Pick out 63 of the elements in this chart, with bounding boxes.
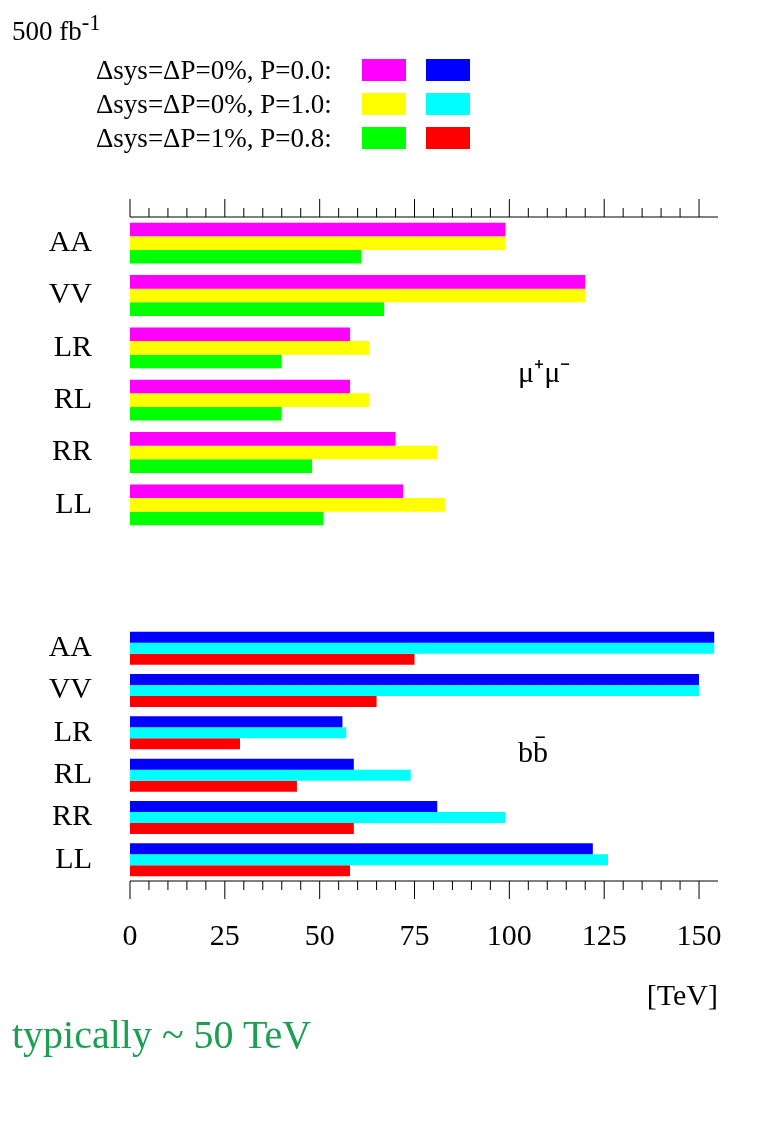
- bar: [130, 432, 396, 446]
- bar: [130, 812, 506, 823]
- bar: [130, 738, 241, 750]
- bar: [130, 696, 377, 708]
- bar: [130, 236, 506, 250]
- bar: [130, 498, 445, 512]
- y-tick-label: RL: [53, 381, 92, 415]
- legend-label: Δsys=ΔP=1%, P=0.8:: [96, 122, 332, 154]
- x-tick-label: 50: [304, 917, 335, 951]
- bar: [130, 406, 282, 421]
- bar: [130, 631, 715, 643]
- bar: [130, 222, 506, 237]
- bar: [130, 653, 415, 665]
- x-axis-title: [TeV]: [646, 977, 718, 1011]
- annotation: μ⁺μ⁻: [518, 354, 571, 388]
- bar: [130, 823, 354, 835]
- bar: [130, 800, 438, 812]
- bar: [130, 780, 297, 792]
- legend-label: Δsys=ΔP=0%, P=1.0:: [96, 88, 332, 120]
- y-tick-label: LL: [55, 485, 92, 519]
- bar: [130, 758, 354, 770]
- text: typically ~ 50 TeV: [11, 1011, 313, 1058]
- bar: [130, 459, 313, 473]
- bar: [130, 445, 438, 460]
- x-tick-label: 0: [122, 917, 138, 951]
- y-tick-label: VV: [48, 276, 93, 310]
- y-tick-label: LR: [53, 713, 92, 747]
- bar: [130, 511, 324, 526]
- bar: [130, 484, 404, 499]
- bar: [130, 288, 586, 303]
- bar: [130, 843, 593, 855]
- y-tick-label: RR: [51, 433, 92, 467]
- y-tick-label: RR: [51, 798, 92, 832]
- bar: [130, 275, 586, 289]
- bar: [130, 865, 351, 877]
- bar: [130, 354, 282, 369]
- bar: [130, 327, 351, 342]
- x-tick-label: 125: [581, 917, 627, 951]
- y-tick-label: LL: [55, 840, 92, 874]
- bar: [130, 379, 351, 394]
- x-tick-label: 150: [676, 917, 722, 951]
- bar: [130, 393, 369, 407]
- y-tick-label: AA: [48, 224, 93, 258]
- bar: [130, 673, 700, 685]
- bar: [130, 685, 700, 696]
- y-tick-label: LR: [53, 328, 92, 362]
- chart-title: 500 fb$^{-1}$: [11, 9, 102, 47]
- annotation: bb̄: [518, 734, 549, 768]
- bar: [130, 716, 343, 728]
- x-tick-label: 100: [486, 917, 532, 951]
- y-tick-label: RL: [53, 756, 92, 790]
- y-tick-label: VV: [48, 671, 93, 705]
- y-tick-label: AA: [48, 629, 93, 663]
- bar: [130, 249, 362, 264]
- bar: [130, 727, 347, 739]
- bar: [130, 302, 385, 316]
- bar: [130, 642, 715, 654]
- legend-label: Δsys=ΔP=0%, P=0.0:: [96, 54, 332, 86]
- bar: [130, 854, 608, 866]
- x-tick-label: 25: [209, 917, 240, 951]
- bar: [130, 769, 411, 781]
- bar: [130, 341, 369, 355]
- x-tick-label: 75: [399, 917, 430, 951]
